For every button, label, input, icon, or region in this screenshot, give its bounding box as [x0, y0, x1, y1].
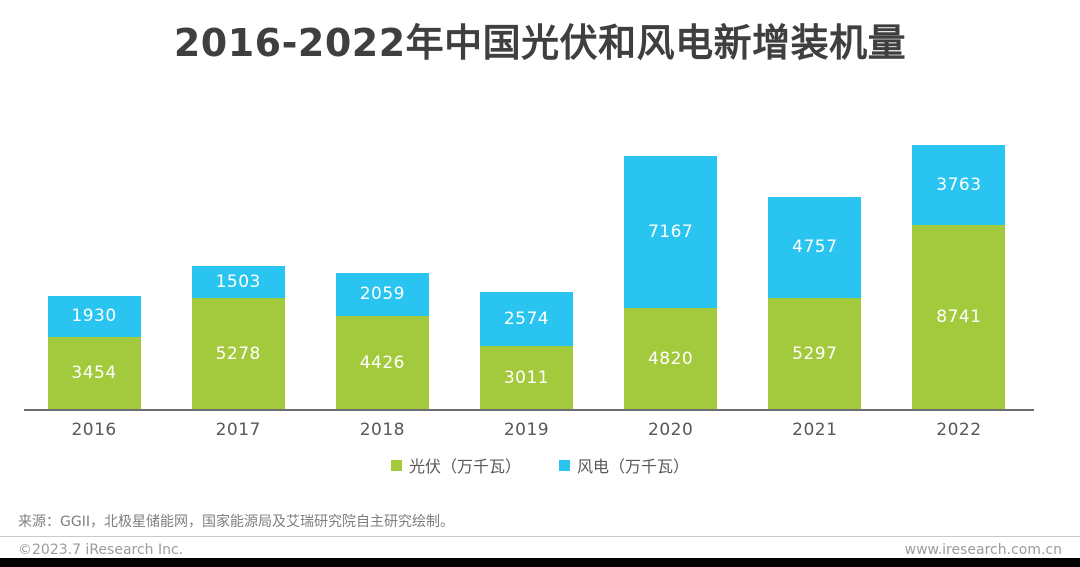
x-axis-label-2017: 2017	[215, 420, 261, 440]
bar-segment-wind-2016: 1930	[47, 295, 141, 337]
bar-value-label-pv-2022: 8741	[936, 307, 982, 328]
bar-group-2018: 2059 4426	[310, 145, 454, 410]
bar-value-label-wind-2018: 2059	[359, 284, 405, 305]
bar-value-label-wind-2020: 7167	[647, 221, 694, 242]
x-axis-label-2020: 2020	[648, 420, 694, 440]
bar-segment-wind-2017: 1503	[191, 266, 285, 299]
x-axis-labels: 2016 2017 2018 2019 2020 2021 2022	[22, 420, 1031, 440]
bottom-black-bar	[0, 558, 1080, 567]
bar-value-label-wind-2021: 4757	[792, 237, 838, 258]
bar-value-label-wind-2019: 2574	[503, 308, 550, 329]
chart-legend: 光伏（万千瓦） 风电（万千瓦）	[0, 453, 1080, 477]
bar-segment-wind-2018: 2059	[335, 272, 429, 317]
bar-segment-wind-2022: 3763	[912, 145, 1006, 225]
bar-value-label-pv-2021: 5297	[792, 343, 838, 364]
x-axis-line	[24, 409, 1034, 411]
x-axis-label-2019: 2019	[503, 420, 550, 440]
bar-value-label-wind-2016: 1930	[71, 306, 117, 327]
bar-group-2017: 1503 5278	[166, 145, 310, 410]
bar-segment-pv-2022: 8741	[912, 224, 1006, 410]
bar-group-2019: 2574 3011	[454, 145, 598, 410]
x-axis-label-2021: 2021	[792, 420, 838, 440]
x-axis-label-2022: 2022	[936, 420, 982, 440]
legend-swatch-pv-icon	[390, 459, 402, 471]
legend-label-wind: 风电（万千瓦）	[577, 457, 690, 476]
bar-value-label-wind-2022: 3763	[936, 174, 982, 195]
copyright-text: ©2023.7 iResearch Inc.	[18, 542, 184, 558]
bar-group-2021: 4757 5297	[743, 145, 887, 410]
bar-segment-pv-2016: 3454	[47, 336, 141, 410]
website-text: www.iresearch.com.cn	[904, 542, 1062, 558]
x-axis-label-2018: 2018	[359, 420, 405, 440]
bar-group-2020: 7167 4820	[599, 145, 743, 410]
bar-segment-pv-2018: 4426	[335, 316, 429, 410]
x-axis-label-2016: 2016	[71, 420, 117, 440]
bar-segment-pv-2021: 5297	[768, 297, 862, 410]
legend-label-pv: 光伏（万千瓦）	[408, 457, 521, 476]
legend-swatch-wind-icon	[559, 459, 570, 471]
bar-segment-wind-2021: 4757	[768, 196, 862, 298]
footer-divider	[0, 536, 1080, 537]
chart-title: 2016-2022年中国光伏和风电新增装机量	[173, 21, 907, 65]
bar-value-label-pv-2018: 4426	[359, 353, 405, 374]
bar-value-label-pv-2020: 4820	[647, 348, 694, 369]
bar-segment-pv-2020: 4820	[624, 307, 718, 410]
bar-segment-wind-2019: 2574	[479, 291, 573, 347]
legend-item-pv: 光伏（万千瓦）	[390, 453, 521, 477]
bar-value-label-pv-2017: 5278	[215, 344, 261, 365]
source-note: 来源：GGII，北极星储能网，国家能源局及艾瑞研究院自主研究绘制。	[18, 514, 454, 530]
stacked-bar-chart: 1930 3454 1503 5278 2059 4426 2574 3011 7167 4820…	[22, 145, 1031, 410]
bar-segment-wind-2020: 7167	[624, 155, 718, 308]
bar-segment-pv-2019: 3011	[479, 346, 573, 410]
bar-group-2022: 3763 8741	[887, 145, 1031, 410]
bar-segment-pv-2017: 5278	[191, 298, 285, 410]
footer-row: ©2023.7 iResearch Inc. www.iresearch.com…	[18, 542, 1062, 558]
bar-value-label-wind-2017: 1503	[215, 272, 261, 293]
bar-group-2016: 1930 3454	[22, 145, 166, 410]
bar-value-label-pv-2019: 3011	[503, 368, 550, 389]
bar-value-label-pv-2016: 3454	[71, 363, 117, 384]
legend-item-wind: 风电（万千瓦）	[559, 453, 689, 477]
